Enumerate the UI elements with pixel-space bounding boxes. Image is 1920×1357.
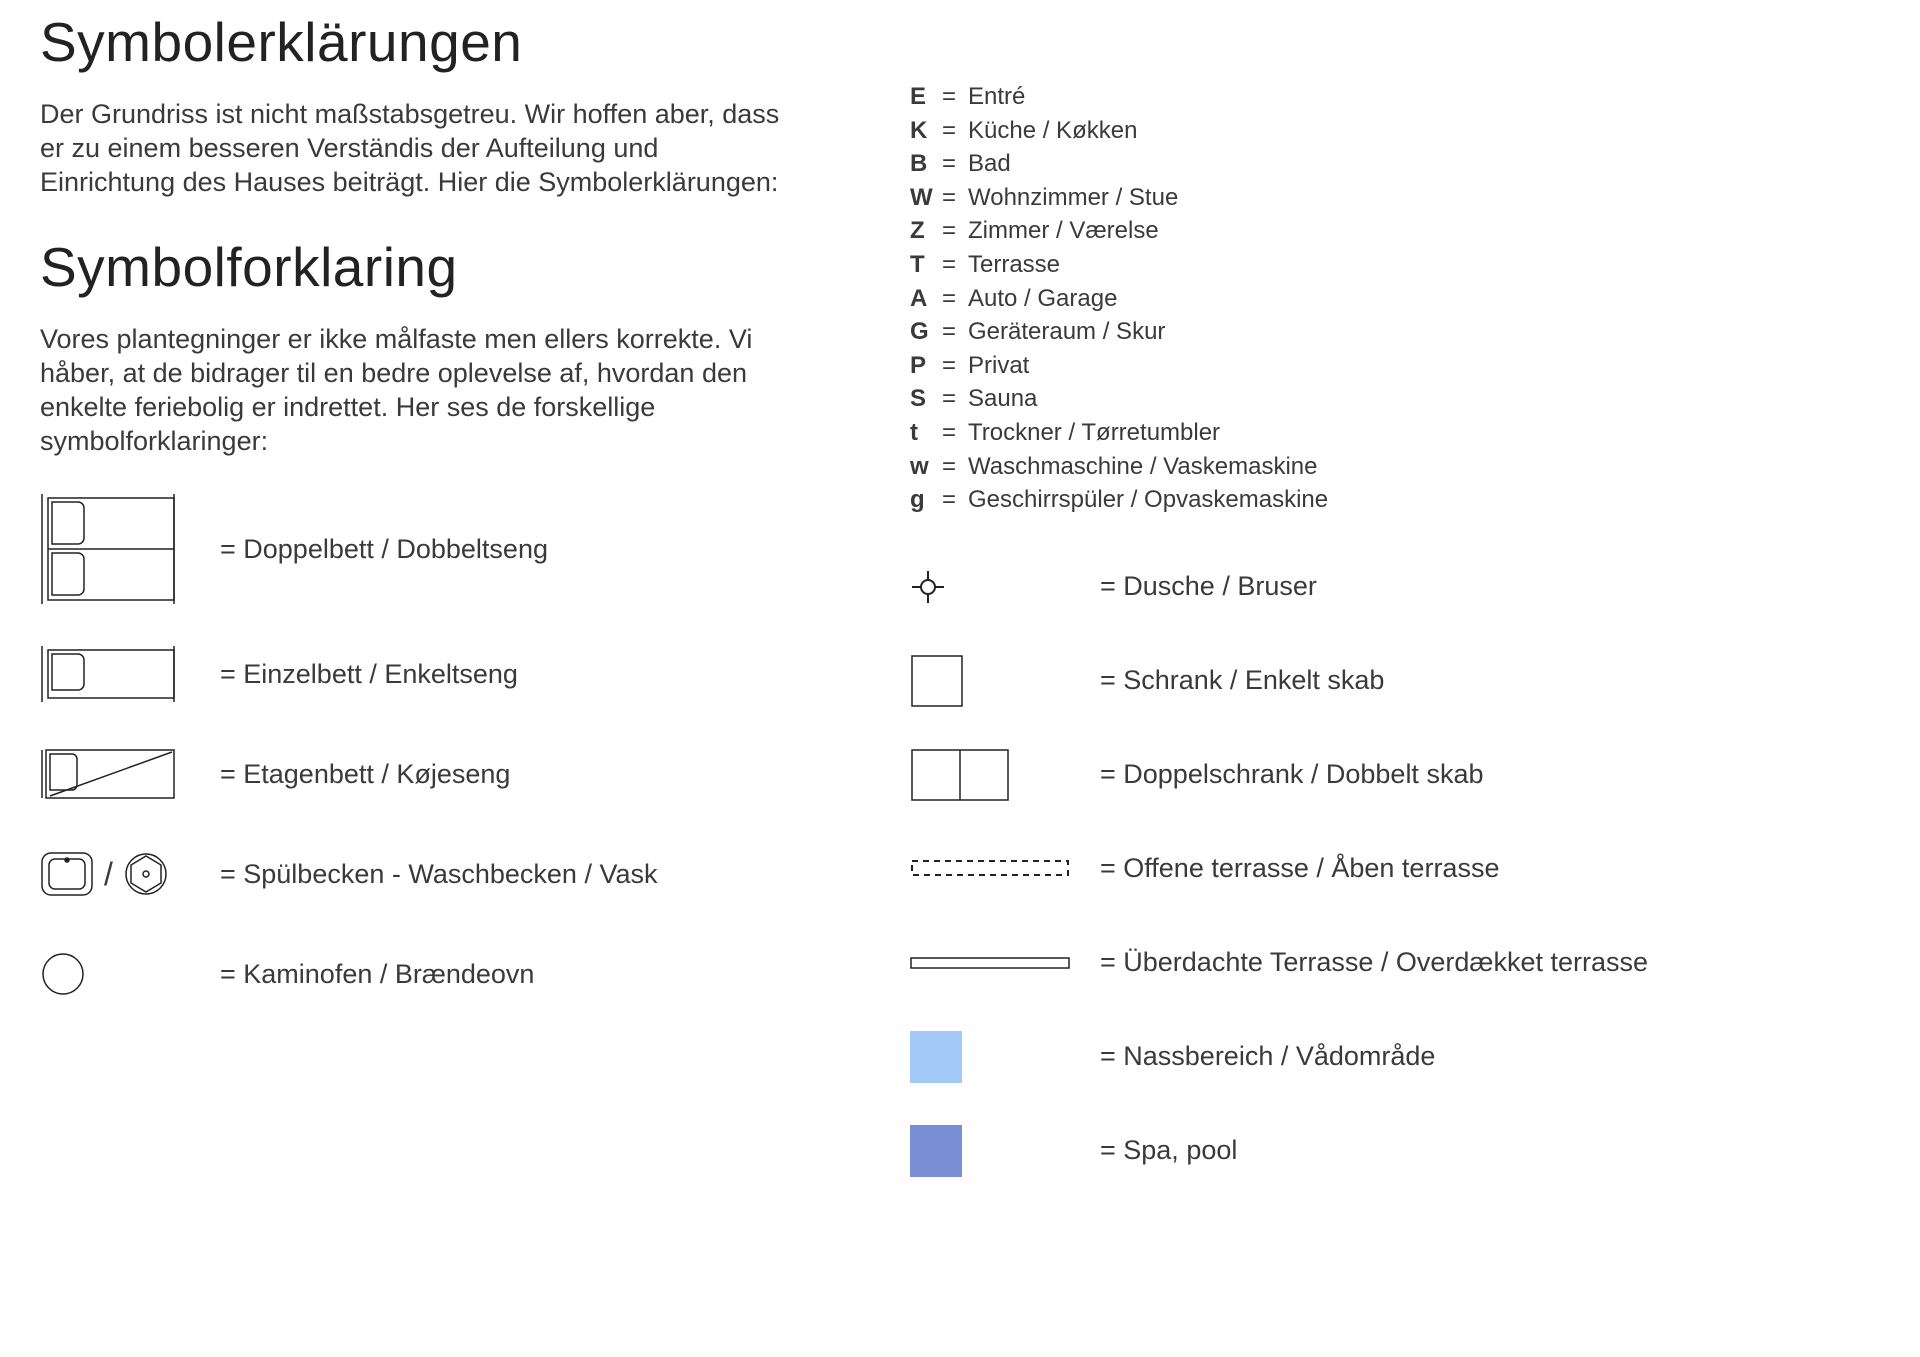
- letter-val: Küche / Køkken: [968, 114, 1137, 148]
- open-terrace-icon: [910, 859, 1100, 879]
- spa-icon: [910, 1125, 1100, 1177]
- slash: /: [104, 856, 113, 893]
- letter-key: g: [910, 483, 942, 517]
- letter-key: B: [910, 147, 942, 181]
- label-bunk-bed: = Etagenbett / Køjeseng: [220, 759, 510, 790]
- letter-eq: =: [942, 80, 968, 114]
- legend-double-bed: = Doppelbett / Dobbeltseng: [40, 494, 800, 604]
- letter-row: P=Privat: [910, 349, 1810, 383]
- letter-eq: =: [942, 382, 968, 416]
- left-column: Symbolerklärungen Der Grundriss ist nich…: [40, 10, 800, 1215]
- title-de: Symbolerklärungen: [40, 10, 800, 74]
- single-bed-icon: [40, 646, 220, 702]
- legend-wet-area: = Nassbereich / Vådområde: [910, 1027, 1810, 1087]
- letter-row: t=Trockner / Tørretumbler: [910, 416, 1810, 450]
- letter-eq: =: [942, 147, 968, 181]
- letter-key: S: [910, 382, 942, 416]
- letter-row: K=Küche / Køkken: [910, 114, 1810, 148]
- label-covered-terrace: = Überdachte Terrasse / Overdækket terra…: [1100, 947, 1648, 978]
- letter-val: Geschirrspüler / Opvaskemaskine: [968, 483, 1328, 517]
- letter-key: G: [910, 315, 942, 349]
- label-stove: = Kaminofen / Brændeovn: [220, 959, 534, 990]
- letter-eq: =: [942, 214, 968, 248]
- label-spa: = Spa, pool: [1100, 1135, 1237, 1166]
- subtitle-da: Vores plantegninger er ikke målfaste men…: [40, 323, 800, 458]
- page: Symbolerklärungen Der Grundriss ist nich…: [40, 10, 1880, 1215]
- letter-row: Z=Zimmer / Værelse: [910, 214, 1810, 248]
- letter-key: P: [910, 349, 942, 383]
- letter-val: Bad: [968, 147, 1011, 181]
- legend-spa: = Spa, pool: [910, 1121, 1810, 1181]
- right-legend: = Dusche / Bruser = Schrank / Enkelt ska…: [910, 557, 1810, 1181]
- letter-eq: =: [942, 248, 968, 282]
- letter-key: K: [910, 114, 942, 148]
- letter-val: Geräteraum / Skur: [968, 315, 1165, 349]
- letter-val: Wohnzimmer / Stue: [968, 181, 1178, 215]
- double-bed-icon: [40, 494, 220, 604]
- legend-double-closet: = Doppelschrank / Dobbelt skab: [910, 745, 1810, 805]
- letter-eq: =: [942, 181, 968, 215]
- letter-row: w=Waschmaschine / Vaskemaskine: [910, 450, 1810, 484]
- closet-icon: [910, 654, 1100, 708]
- label-wet-area: = Nassbereich / Vådområde: [1100, 1041, 1435, 1072]
- left-legend: = Doppelbett / Dobbeltseng = Einzelbett …: [40, 494, 800, 1004]
- letter-val: Privat: [968, 349, 1029, 383]
- letter-val: Terrasse: [968, 248, 1060, 282]
- letter-key: W: [910, 181, 942, 215]
- letter-key: A: [910, 282, 942, 316]
- stove-icon: [40, 951, 220, 997]
- legend-sink: / = Spülbecken - Waschbecken / Vask: [40, 844, 800, 904]
- letter-val: Auto / Garage: [968, 282, 1117, 316]
- legend-closet: = Schrank / Enkelt skab: [910, 651, 1810, 711]
- letter-val: Waschmaschine / Vaskemaskine: [968, 450, 1317, 484]
- letter-val: Sauna: [968, 382, 1037, 416]
- right-column: E=EntréK=Küche / KøkkenB=BadW=Wohnzimmer…: [910, 10, 1810, 1215]
- subtitle-de: Der Grundriss ist nicht maßstabsgetreu. …: [40, 98, 800, 199]
- letter-row: T=Terrasse: [910, 248, 1810, 282]
- letter-val: Trockner / Tørretumbler: [968, 416, 1220, 450]
- title-da: Symbolforklaring: [40, 235, 800, 299]
- letter-eq: =: [942, 416, 968, 450]
- label-shower: = Dusche / Bruser: [1100, 571, 1317, 602]
- legend-open-terrace: = Offene terrasse / Åben terrasse: [910, 839, 1810, 899]
- letter-val: Zimmer / Værelse: [968, 214, 1159, 248]
- label-sink: = Spülbecken - Waschbecken / Vask: [220, 859, 657, 890]
- letter-row: g=Geschirrspüler / Opvaskemaskine: [910, 483, 1810, 517]
- label-double-closet: = Doppelschrank / Dobbelt skab: [1100, 759, 1483, 790]
- letter-eq: =: [942, 282, 968, 316]
- sink-icon: /: [40, 851, 220, 897]
- letter-list: E=EntréK=Küche / KøkkenB=BadW=Wohnzimmer…: [910, 80, 1810, 517]
- letter-eq: =: [942, 483, 968, 517]
- double-closet-icon: [910, 748, 1100, 802]
- letter-eq: =: [942, 450, 968, 484]
- letter-key: t: [910, 416, 942, 450]
- letter-key: T: [910, 248, 942, 282]
- letter-row: A=Auto / Garage: [910, 282, 1810, 316]
- letter-row: S=Sauna: [910, 382, 1810, 416]
- letter-row: E=Entré: [910, 80, 1810, 114]
- letter-eq: =: [942, 315, 968, 349]
- letter-key: E: [910, 80, 942, 114]
- letter-key: w: [910, 450, 942, 484]
- letter-row: G=Geräteraum / Skur: [910, 315, 1810, 349]
- legend-shower: = Dusche / Bruser: [910, 557, 1810, 617]
- legend-covered-terrace: = Überdachte Terrasse / Overdækket terra…: [910, 933, 1810, 993]
- wet-area-icon: [910, 1031, 1100, 1083]
- letter-val: Entré: [968, 80, 1025, 114]
- label-double-bed: = Doppelbett / Dobbeltseng: [220, 534, 548, 565]
- label-closet: = Schrank / Enkelt skab: [1100, 665, 1384, 696]
- letter-eq: =: [942, 349, 968, 383]
- bunk-bed-icon: [40, 746, 220, 802]
- legend-bunk-bed: = Etagenbett / Køjeseng: [40, 744, 800, 804]
- letter-row: B=Bad: [910, 147, 1810, 181]
- covered-terrace-icon: [910, 954, 1100, 972]
- letter-key: Z: [910, 214, 942, 248]
- letter-row: W=Wohnzimmer / Stue: [910, 181, 1810, 215]
- label-open-terrace: = Offene terrasse / Åben terrasse: [1100, 853, 1499, 884]
- legend-stove: = Kaminofen / Brændeovn: [40, 944, 800, 1004]
- label-single-bed: = Einzelbett / Enkeltseng: [220, 659, 518, 690]
- legend-single-bed: = Einzelbett / Enkeltseng: [40, 644, 800, 704]
- letter-eq: =: [942, 114, 968, 148]
- shower-icon: [910, 569, 1100, 605]
